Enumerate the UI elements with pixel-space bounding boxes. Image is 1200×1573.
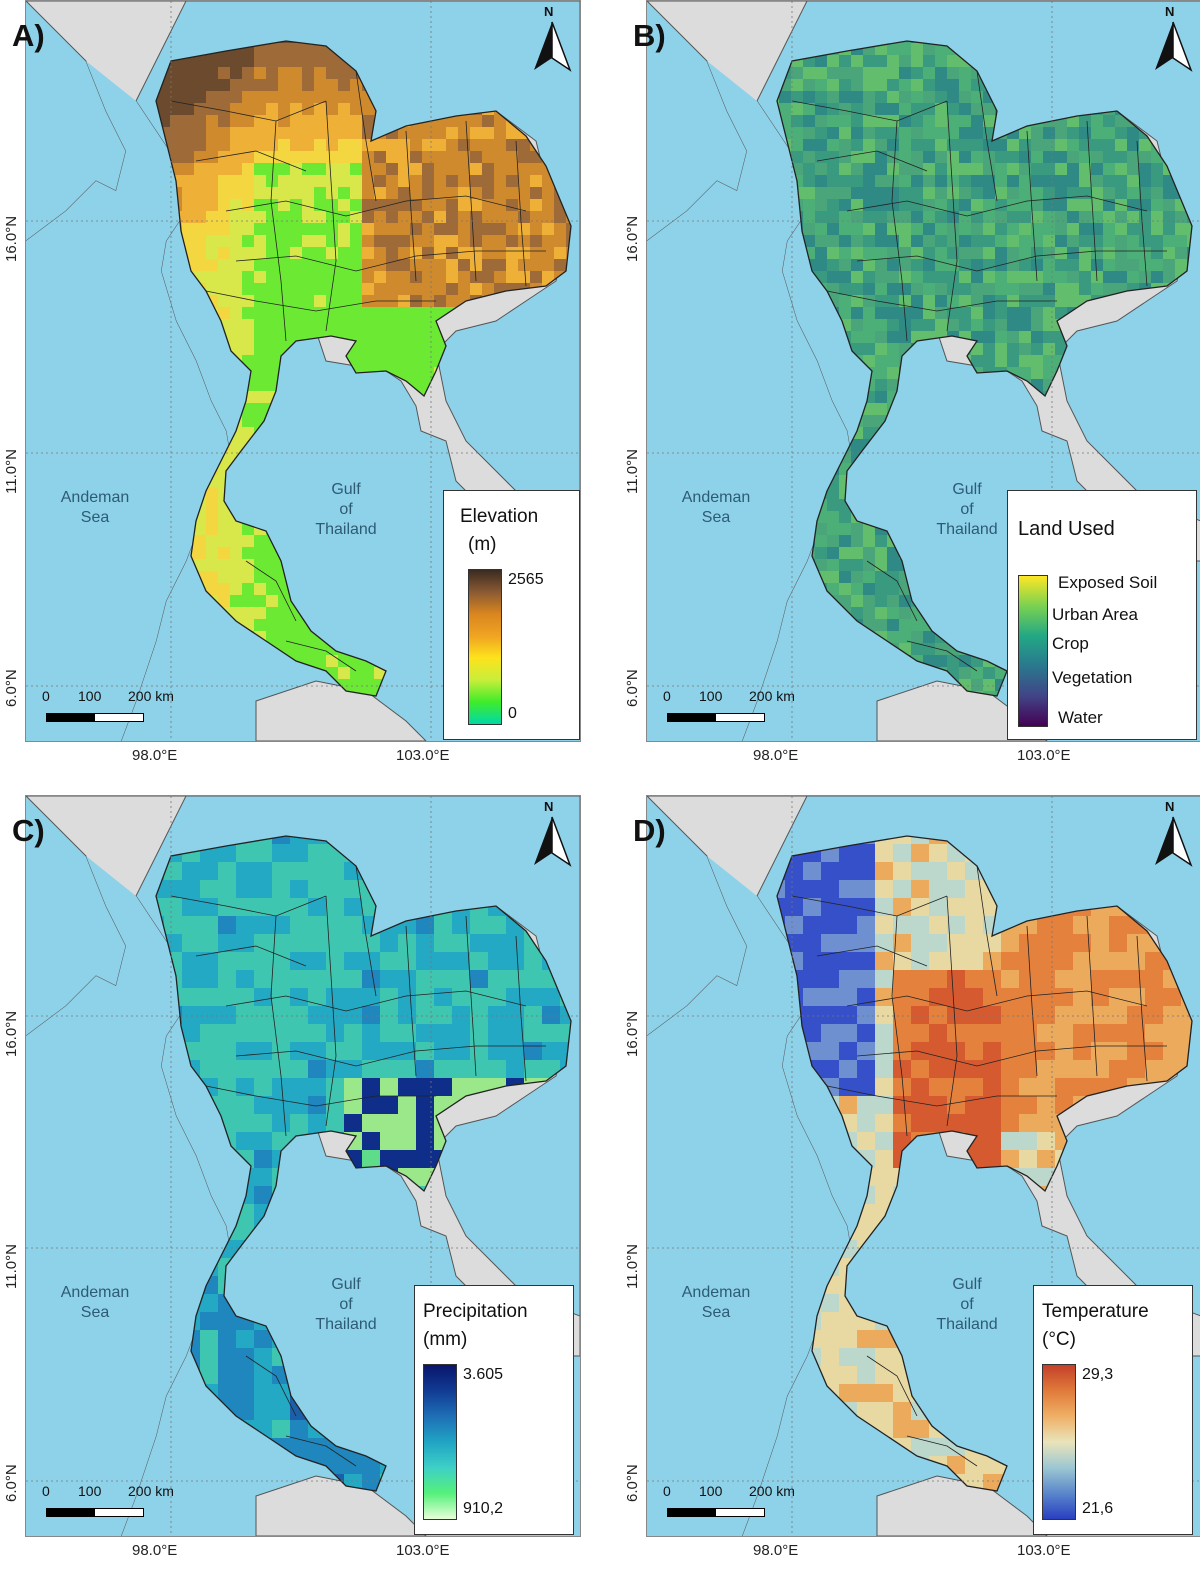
province-boundary [862, 461, 887, 521]
north-arrow: N [1151, 803, 1195, 863]
north-arrow: N [530, 803, 574, 863]
scale-tick: 100 [78, 1483, 101, 1499]
legend-class-label: Exposed Soil [1058, 573, 1157, 593]
north-letter: N [544, 4, 553, 19]
legend-color-ramp [1018, 575, 1048, 727]
longitude-label: 103.0°E [396, 1542, 450, 1559]
legend-unit: (°C) [1042, 1328, 1076, 1352]
scale-bar: 0 100 200 km [663, 688, 823, 728]
legend-min-value: 21,6 [1082, 1500, 1113, 1518]
scale-tick: 0 [663, 1483, 671, 1499]
scale-tick: 200 km [128, 688, 174, 704]
map-panel-c: C) 16.0°N 11.0°N 6.0°N 98.0°E 103.0°E An… [0, 795, 600, 1573]
province-boundary [241, 1256, 266, 1316]
north-letter: N [1165, 799, 1174, 814]
longitude-label: 98.0°E [132, 747, 177, 764]
legend-color-ramp [423, 1364, 457, 1520]
province-boundary [241, 461, 266, 521]
longitude-label: 98.0°E [132, 1542, 177, 1559]
longitude-label: 103.0°E [1017, 747, 1071, 764]
latitude-label: 6.0°N [624, 669, 641, 707]
latitude-label: 11.0°N [624, 449, 641, 494]
map-panel-a: A) 16.0°N 11.0°N 6.0°N 98.0°E 103.0°E An… [0, 0, 600, 778]
panel-letter: B) [633, 18, 666, 54]
legend-class-label: Vegetation [1052, 668, 1132, 688]
longitude-label: 103.0°E [1017, 1542, 1071, 1559]
north-letter: N [544, 799, 553, 814]
latitude-label: 16.0°N [3, 1011, 20, 1057]
malaysia-land [256, 1476, 426, 1536]
scale-bar: 0 100 200 km [42, 688, 202, 728]
legend-max-value: 2565 [508, 571, 544, 589]
latitude-label: 16.0°N [624, 1011, 641, 1057]
legend-title: Land Used [1018, 517, 1115, 541]
map-legend: Land Used Exposed Soil Urban Area Crop Veget… [1007, 490, 1197, 740]
legend-title: Elevation [460, 505, 538, 529]
malaysia-land [877, 1476, 1047, 1536]
legend-unit: (mm) [423, 1328, 467, 1352]
scale-tick: 0 [42, 1483, 50, 1499]
latitude-label: 6.0°N [3, 669, 20, 707]
malaysia-land [256, 681, 426, 741]
scale-tick: 100 [699, 688, 722, 704]
legend-min-value: 910,2 [463, 1500, 503, 1518]
latitude-label: 11.0°N [624, 1244, 641, 1289]
latitude-label: 16.0°N [624, 216, 641, 262]
latitude-label: 16.0°N [3, 216, 20, 262]
map-panel-d: D) 16.0°N 11.0°N 6.0°N 98.0°E 103.0°E An… [621, 795, 1200, 1573]
legend-max-value: 29,3 [1082, 1366, 1113, 1384]
legend-max-value: 3.605 [463, 1366, 503, 1384]
scale-tick: 0 [42, 688, 50, 704]
map-legend: Elevation (m) 2565 0 [443, 490, 580, 740]
longitude-label: 98.0°E [753, 1542, 798, 1559]
legend-class-label: Crop [1052, 634, 1089, 654]
scale-tick: 200 km [749, 1483, 795, 1499]
scale-tick: 200 km [128, 1483, 174, 1499]
legend-color-ramp [468, 569, 502, 725]
north-arrow: N [1151, 8, 1195, 68]
scale-tick: 0 [663, 688, 671, 704]
map-legend: Precipitation (mm) 3.605 910,2 [414, 1285, 574, 1535]
longitude-label: 98.0°E [753, 747, 798, 764]
scale-bar: 0 100 200 km [663, 1483, 823, 1523]
legend-class-label: Urban Area [1052, 605, 1138, 625]
latitude-label: 6.0°N [3, 1464, 20, 1502]
legend-title: Precipitation [423, 1300, 528, 1324]
latitude-label: 11.0°N [3, 449, 20, 494]
map-legend: Temperature (°C) 29,3 21,6 [1033, 1285, 1193, 1535]
longitude-label: 103.0°E [396, 747, 450, 764]
panel-letter: A) [12, 18, 45, 54]
legend-color-ramp [1042, 1364, 1076, 1520]
legend-title: Temperature [1042, 1300, 1149, 1324]
scale-tick: 200 km [749, 688, 795, 704]
legend-min-value: 0 [508, 705, 517, 723]
latitude-label: 11.0°N [3, 1244, 20, 1289]
scale-bar: 0 100 200 km [42, 1483, 202, 1523]
north-letter: N [1165, 4, 1174, 19]
province-boundary [862, 1256, 887, 1316]
scale-tick: 100 [78, 688, 101, 704]
legend-class-label: Water [1058, 708, 1103, 728]
north-arrow: N [530, 8, 574, 68]
scale-tick: 100 [699, 1483, 722, 1499]
legend-unit: (m) [468, 533, 496, 557]
panel-letter: C) [12, 813, 45, 849]
latitude-label: 6.0°N [624, 1464, 641, 1502]
map-panel-b: B) 16.0°N 11.0°N 6.0°N 98.0°E 103.0°E An… [621, 0, 1200, 778]
panel-letter: D) [633, 813, 666, 849]
